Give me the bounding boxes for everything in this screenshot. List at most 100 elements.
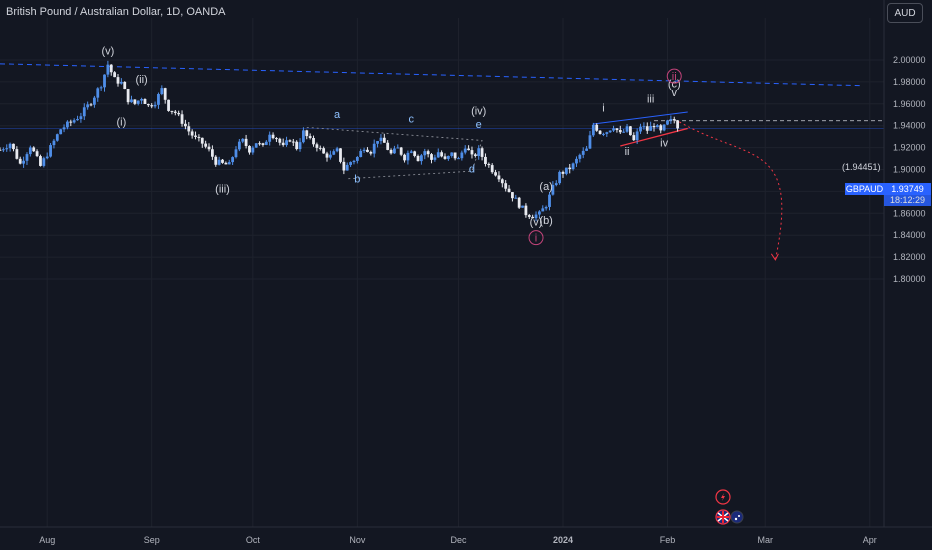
candle-body (143, 99, 147, 104)
candle-body (180, 114, 184, 124)
wave-label: b (354, 174, 360, 186)
candle-body (8, 143, 12, 149)
candle-body (302, 130, 305, 143)
wave-label: (v) (530, 216, 543, 228)
candle-body (126, 89, 130, 103)
candle-body (66, 121, 69, 128)
candle-body (160, 88, 164, 95)
candle-body (666, 120, 669, 125)
y-tick-label: 1.98000 (893, 77, 926, 87)
candle-body (187, 126, 191, 132)
candle-body (335, 148, 339, 152)
candle-body (349, 162, 353, 165)
candle-body (500, 179, 504, 184)
wave-labels: (v)(ii)(i)(iii)abcd(iv)e(a)(b)(v)iiiiiii… (101, 45, 682, 246)
candle-body (605, 132, 609, 134)
candle-body (473, 154, 477, 156)
candle-body (409, 151, 413, 153)
wave-label: (b) (539, 215, 552, 227)
wave-label: (ii) (135, 74, 147, 86)
candle-body (59, 129, 63, 135)
candle-body (497, 175, 501, 180)
uk-flag-icon[interactable] (715, 509, 731, 525)
lightning-icon[interactable] (715, 489, 731, 505)
candle-body (62, 127, 66, 130)
candle-body (72, 120, 76, 123)
candle-body (403, 154, 406, 161)
candle-body (237, 141, 241, 150)
candle-body (659, 125, 663, 131)
candle-body (224, 162, 228, 165)
candle-body (534, 214, 538, 219)
candle-body (524, 205, 528, 216)
wave-label: (iii) (215, 183, 230, 195)
marked-level-label: (1.94451) (842, 162, 881, 172)
wave-label: (iv) (471, 106, 486, 118)
candle-body (382, 137, 386, 143)
candle-body (278, 138, 282, 143)
candle-body (254, 143, 258, 148)
candle-body (426, 151, 430, 155)
candle-body (632, 135, 636, 141)
candle-body (618, 130, 622, 133)
wave-label: (v) (101, 45, 114, 57)
candle-body (18, 158, 22, 164)
x-tick-label: Sep (144, 535, 160, 545)
candle-body (484, 156, 487, 165)
candle-body (339, 148, 342, 162)
candle-body (261, 143, 265, 145)
candle-body (393, 148, 396, 154)
wave-label: ii (625, 146, 630, 158)
candle-body (558, 171, 562, 184)
candle-body (588, 135, 592, 149)
candle-body (79, 116, 83, 120)
candle-body (92, 97, 96, 105)
candle-body (551, 185, 555, 195)
y-tick-label: 1.82000 (893, 252, 926, 262)
candle-body (328, 154, 332, 158)
x-tick-label: Aug (39, 535, 55, 545)
price-value: 1.93749 (884, 183, 931, 195)
chart-title: British Pound / Australian Dollar, 1D, O… (6, 6, 226, 18)
y-tick-label: 2.00000 (893, 55, 926, 65)
candle-body (22, 160, 25, 164)
candle-body (214, 156, 218, 165)
candle-body (170, 110, 174, 112)
candle-body (369, 151, 373, 154)
candle-body (413, 151, 417, 156)
candle-body (602, 133, 605, 135)
candle-body (635, 131, 639, 141)
candle-body (612, 128, 615, 131)
currency-button[interactable]: AUD (887, 3, 923, 23)
projection-arrowhead (770, 253, 779, 261)
candle-body (281, 142, 285, 146)
au-flag-icon[interactable] (730, 510, 744, 524)
x-tick-label: Oct (246, 535, 261, 545)
candle-body (312, 137, 315, 145)
candle-body (487, 164, 491, 166)
candle-body (608, 130, 612, 133)
candle-body (676, 120, 680, 129)
candle-body (568, 167, 572, 170)
candle-body (251, 147, 255, 153)
candle-body (585, 148, 588, 151)
candle-body (103, 74, 106, 88)
candle-body (99, 87, 103, 89)
candle-body (359, 150, 363, 157)
wave-label-circle (528, 230, 544, 246)
candle-body (146, 103, 150, 106)
candle-body (345, 164, 349, 171)
candle-body (537, 211, 541, 215)
candle-body (52, 140, 56, 146)
candle-body (578, 154, 582, 159)
y-tick-label: 1.80000 (893, 274, 926, 284)
candle-body (241, 138, 245, 142)
candle-body (517, 197, 521, 208)
candle-body (28, 147, 32, 155)
candle-body (173, 111, 177, 113)
candle-body (406, 152, 410, 161)
wedge-upper-line (593, 111, 688, 125)
candle-body (507, 188, 511, 193)
triangle-pattern (306, 126, 483, 180)
